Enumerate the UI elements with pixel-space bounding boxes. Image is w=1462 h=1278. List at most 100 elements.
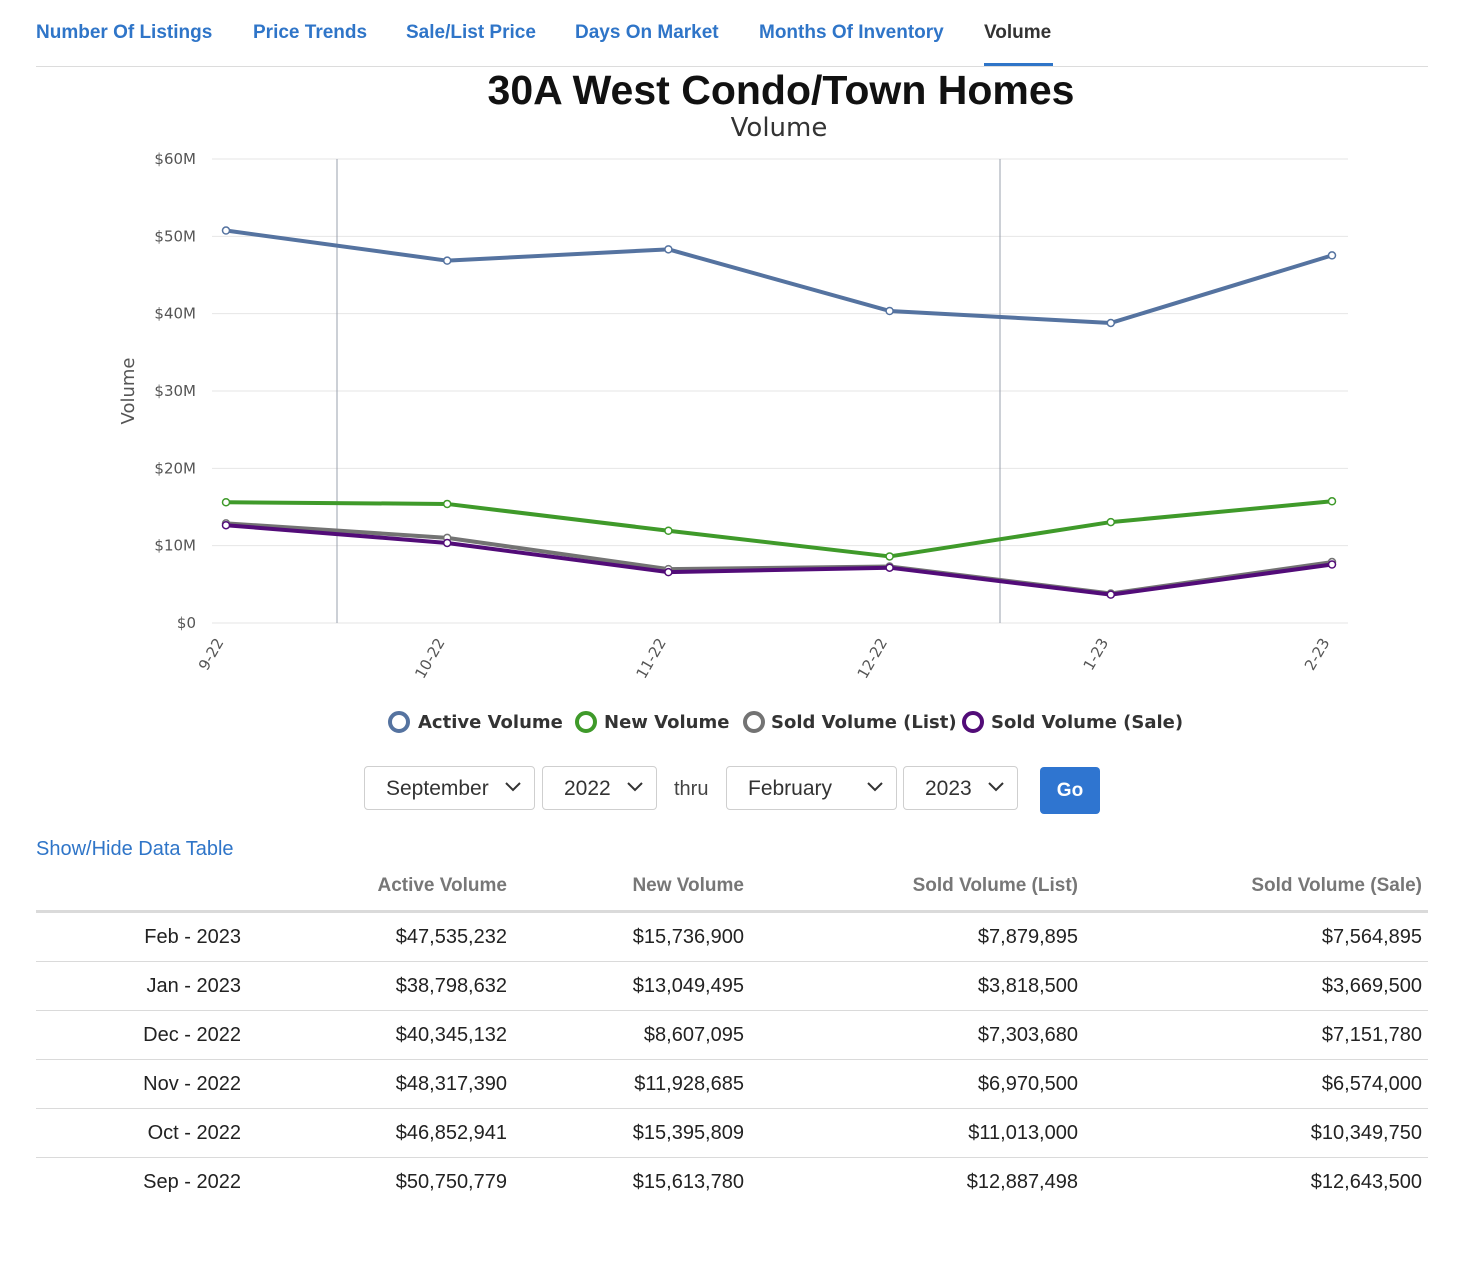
data-point[interactable]	[221, 520, 231, 530]
series-sold-volume-sale	[221, 520, 1337, 599]
y-axis-ticks: $0 $10M $20M $30M $40M $50M $60M	[154, 150, 196, 632]
series-line	[225, 499, 1333, 559]
table-cell: $7,151,780	[1084, 1010, 1428, 1060]
legend-item-new-volume[interactable]: New Volume	[575, 711, 729, 733]
chevron-down-icon	[988, 782, 1004, 792]
data-point[interactable]	[442, 499, 452, 509]
y-tick-label: $30M	[154, 382, 196, 400]
active-tab-indicator	[984, 63, 1053, 66]
data-point[interactable]	[885, 563, 894, 572]
column-header: New Volume	[513, 862, 750, 913]
data-point[interactable]	[664, 526, 673, 536]
table-cell: $6,970,500	[750, 1059, 1084, 1109]
table-row: Dec - 2022 $40,345,132 $8,607,095 $7,303…	[36, 1010, 1428, 1060]
end-year-select[interactable]: 2023	[903, 766, 1018, 810]
go-button[interactable]: Go	[1040, 767, 1100, 814]
legend: Active Volume New Volume Sold Volume (Li…	[388, 711, 1183, 733]
x-tick-label: 1-23	[1080, 635, 1113, 673]
column-header	[36, 862, 247, 913]
table-cell: $15,395,809	[513, 1108, 750, 1158]
tab-months-of-inventory[interactable]: Months Of Inventory	[759, 22, 944, 43]
x-tick-label: 12-22	[854, 635, 891, 682]
data-point[interactable]	[664, 245, 673, 254]
table-cell: $8,607,095	[513, 1010, 750, 1060]
data-point[interactable]	[885, 552, 894, 561]
legend-label: Sold Volume (Sale)	[991, 712, 1183, 733]
table-cell: Jan - 2023	[36, 961, 247, 1011]
chevron-down-icon	[867, 782, 883, 792]
start-year-select[interactable]: 2022	[542, 766, 657, 810]
data-point[interactable]	[1106, 590, 1116, 599]
tab-price-trends[interactable]: Price Trends	[253, 22, 368, 43]
tab-bar: Number Of Listings Price Trends Sale/Lis…	[36, 0, 1428, 67]
data-point[interactable]	[442, 538, 452, 548]
x-tick-label: 2-23	[1301, 635, 1334, 673]
end-month-select[interactable]: February	[726, 766, 897, 810]
table-cell: $50,750,779	[395, 1170, 507, 1193]
end-month-value: February	[748, 777, 833, 800]
tab-days-on-market[interactable]: Days On Market	[575, 22, 719, 43]
legend-label: New Volume	[604, 712, 729, 733]
y-tick-label: $40M	[154, 305, 196, 323]
data-point[interactable]	[221, 226, 231, 235]
table-cell: $48,317,390	[247, 1059, 513, 1109]
table-cell: Sep - 2022	[143, 1170, 241, 1193]
column-header: Sold Volume (Sale)	[1084, 862, 1428, 913]
data-point[interactable]	[1327, 497, 1337, 506]
show-hide-data-table-link[interactable]: Show/Hide Data Table	[36, 838, 234, 860]
data-point[interactable]	[664, 567, 673, 577]
column-header: Sold Volume (List)	[750, 862, 1084, 913]
table-cell: $12,643,500	[1310, 1170, 1422, 1193]
y-tick-label: $50M	[154, 227, 196, 245]
tab-volume[interactable]: Volume	[984, 22, 1052, 43]
table-cell: Oct - 2022	[36, 1108, 247, 1158]
table-cell: $6,574,000	[1084, 1059, 1428, 1109]
y-tick-label: $10M	[154, 537, 196, 555]
volume-data-table: Active Volume New Volume Sold Volume (Li…	[36, 862, 1428, 1206]
table-cell: $13,049,495	[513, 961, 750, 1011]
table-cell: Feb - 2023	[36, 911, 247, 962]
table-row: Feb - 2023 $47,535,232 $15,736,900 $7,87…	[36, 911, 1428, 962]
legend-marker-icon	[962, 711, 984, 733]
chevron-down-icon	[505, 782, 521, 792]
data-point[interactable]	[1327, 251, 1337, 260]
legend-item-sold-volume-list[interactable]: Sold Volume (List)	[743, 711, 957, 733]
legend-marker-icon	[575, 711, 597, 733]
tab-number-of-listings[interactable]: Number Of Listings	[36, 22, 213, 43]
table-cell: $15,613,780	[632, 1170, 744, 1193]
legend-item-active-volume[interactable]: Active Volume	[388, 711, 563, 733]
data-point[interactable]	[1106, 517, 1116, 527]
series-line	[225, 521, 1333, 596]
data-point[interactable]	[1106, 318, 1116, 328]
series-new-volume	[221, 497, 1337, 561]
table-cell: $11,013,000	[750, 1108, 1084, 1158]
table-row: Nov - 2022 $48,317,390 $11,928,685 $6,97…	[36, 1059, 1428, 1109]
data-point[interactable]	[885, 306, 894, 316]
series-line	[225, 228, 1333, 325]
start-month-select[interactable]: September	[364, 766, 535, 810]
data-point[interactable]	[221, 498, 231, 507]
start-month-value: September	[386, 777, 489, 800]
table-cell: $10,349,750	[1084, 1108, 1428, 1158]
tab-sale-list-price[interactable]: Sale/List Price	[406, 22, 536, 43]
table-row: Jan - 2023 $38,798,632 $13,049,495 $3,81…	[36, 961, 1428, 1011]
y-tick-label: $60M	[154, 150, 196, 168]
data-point[interactable]	[1327, 560, 1337, 569]
legend-label: Active Volume	[418, 712, 563, 733]
table-cell: $46,852,941	[247, 1108, 513, 1158]
x-tick-label: 9-22	[195, 635, 228, 673]
data-point[interactable]	[442, 256, 452, 265]
legend-marker-icon	[388, 711, 410, 733]
y-tick-label: $0	[177, 614, 196, 632]
start-year-value: 2022	[564, 777, 611, 800]
table-row: Sep - 2022 $50,750,779 $15,613,780 $12,8…	[36, 1158, 1428, 1207]
legend-item-sold-volume-sale[interactable]: Sold Volume (Sale)	[962, 711, 1183, 733]
table-cell: $15,736,900	[513, 911, 750, 962]
table-cell: Dec - 2022	[36, 1010, 247, 1060]
grid-layer	[212, 158, 1348, 624]
y-tick-label: $20M	[154, 459, 196, 477]
table-cell: $11,928,685	[513, 1059, 750, 1109]
x-tick-label: 10-22	[411, 635, 448, 682]
end-year-value: 2023	[925, 777, 972, 800]
legend-label: Sold Volume (List)	[771, 712, 957, 733]
